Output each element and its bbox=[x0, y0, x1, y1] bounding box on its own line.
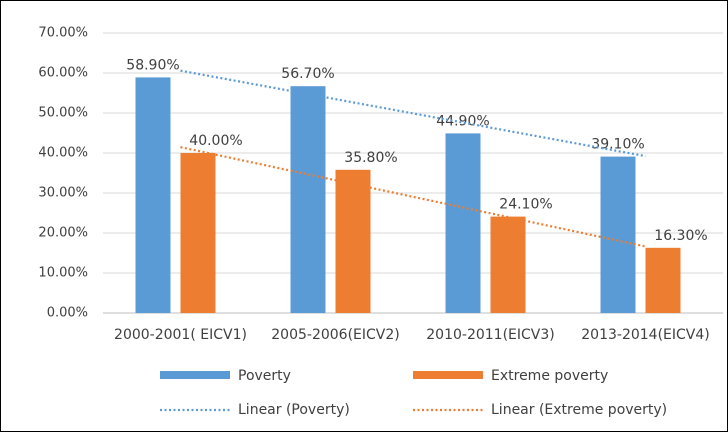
legend-label: Extreme poverty bbox=[491, 368, 608, 384]
legend-swatch bbox=[160, 371, 230, 379]
x-tick-label: 2010-2011(EICV3) bbox=[426, 327, 554, 343]
legend-swatch bbox=[413, 371, 483, 379]
y-tick-label: 10.00% bbox=[38, 266, 88, 281]
x-tick-label: 2000-2001( EICV1) bbox=[114, 327, 247, 343]
bar bbox=[135, 77, 171, 314]
legend-label: Linear (Extreme poverty) bbox=[491, 402, 667, 418]
y-tick-label: 30.00% bbox=[38, 186, 88, 201]
value-label: 24.10% bbox=[499, 197, 552, 213]
value-label: 56.70% bbox=[281, 66, 334, 82]
x-tick-label: 2005-2006(EICV2) bbox=[271, 327, 399, 343]
y-tick-label: 70.00% bbox=[38, 26, 88, 41]
y-tick-label: 50.00% bbox=[38, 106, 88, 121]
value-label: 16.30% bbox=[654, 228, 707, 244]
y-tick-label: 20.00% bbox=[38, 226, 88, 241]
bar bbox=[180, 153, 216, 313]
bar bbox=[290, 86, 326, 313]
value-label: 44.90% bbox=[436, 113, 489, 129]
value-label: 58.90% bbox=[126, 57, 179, 73]
legend-label: Linear (Poverty) bbox=[238, 402, 350, 418]
bar bbox=[335, 169, 371, 313]
y-tick-label: 40.00% bbox=[38, 146, 88, 161]
value-label: 35.80% bbox=[344, 150, 397, 166]
bar bbox=[445, 133, 481, 313]
trendline bbox=[180, 146, 646, 248]
value-label: 39.10% bbox=[591, 137, 644, 153]
y-tick-label: 60.00% bbox=[38, 66, 88, 81]
y-tick-label: 0.00% bbox=[47, 306, 88, 321]
value-label: 40.00% bbox=[189, 133, 242, 149]
legend-label: Poverty bbox=[238, 368, 291, 384]
bar bbox=[600, 156, 636, 313]
bar bbox=[490, 216, 526, 313]
x-tick-label: 2013-2014(EICV4) bbox=[581, 327, 709, 343]
bar bbox=[645, 247, 681, 313]
